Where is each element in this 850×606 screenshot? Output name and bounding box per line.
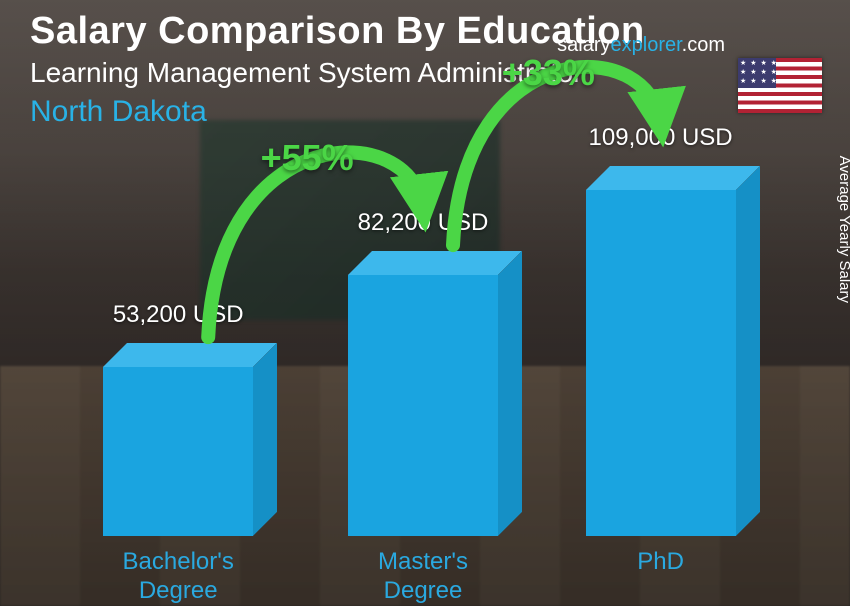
bar-category-label: Master's Degree — [378, 548, 468, 606]
percent-increase-label: +33% — [502, 52, 595, 94]
job-title: Learning Management System Administrator — [30, 57, 820, 89]
bar-top-face — [586, 166, 760, 190]
bar-category-label: PhD — [637, 548, 684, 577]
increase-arrow-icon — [60, 190, 780, 536]
y-axis-label: Average Yearly Salary — [836, 156, 850, 303]
percent-increase-label: +55% — [261, 137, 354, 179]
bar-category-label: Bachelor's Degree — [123, 548, 234, 606]
bar-chart: 53,200 USDBachelor's Degree82,200 USDMas… — [60, 190, 780, 536]
title-block: Salary Comparison By Education Learning … — [30, 10, 820, 129]
brand-suffix: .com — [682, 34, 725, 56]
brand-highlight: explorer — [611, 34, 682, 56]
us-flag-icon — [738, 58, 822, 113]
